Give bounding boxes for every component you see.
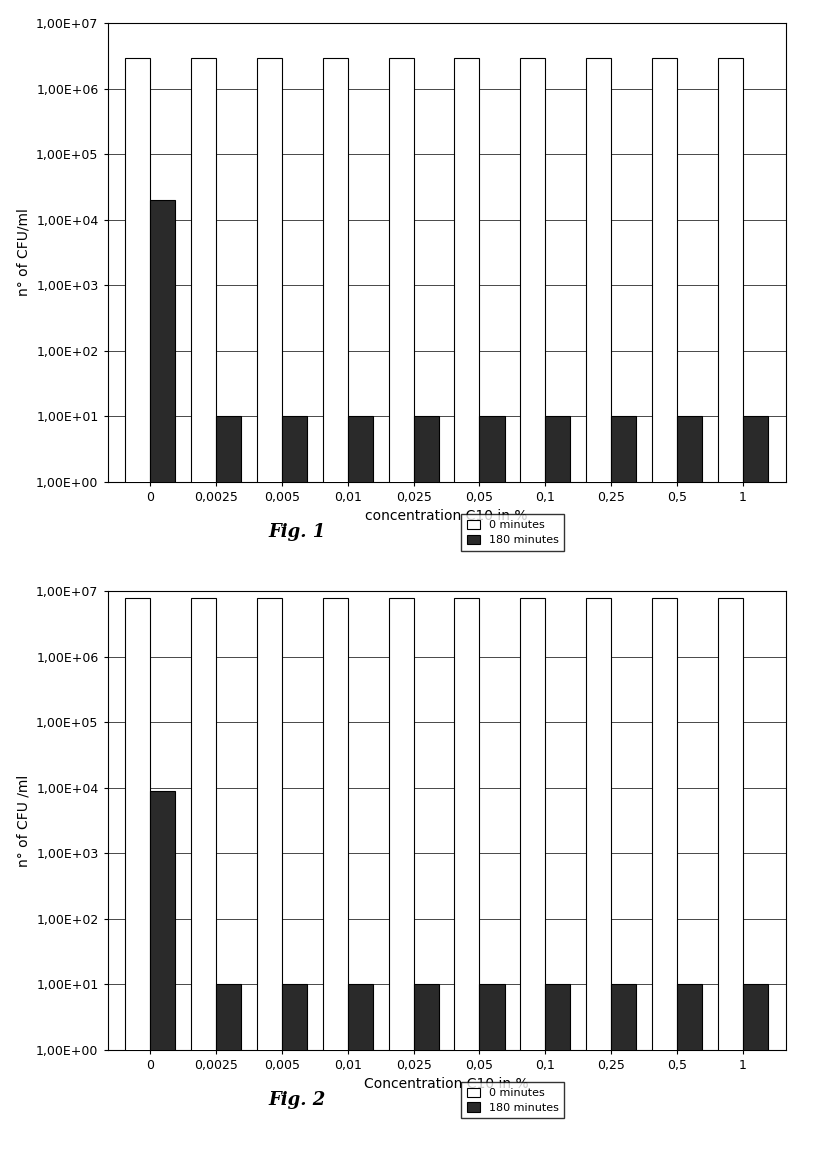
Bar [389,57,414,1169]
Bar [611,416,636,1169]
Bar [282,984,307,1169]
Y-axis label: n° of CFU /ml: n° of CFU /ml [17,774,31,866]
Bar [216,984,241,1169]
Bar [586,597,611,1169]
Bar [611,984,636,1169]
Bar [348,984,373,1169]
Bar [257,597,282,1169]
Bar [652,597,677,1169]
Bar [191,597,216,1169]
Bar [718,57,743,1169]
Bar [151,200,175,1169]
Bar [677,984,702,1169]
Y-axis label: n° of CFU/ml: n° of CFU/ml [17,208,31,297]
Bar [743,984,768,1169]
Bar [520,597,545,1169]
Bar [151,790,175,1169]
Bar [125,597,151,1169]
Bar [545,416,571,1169]
Bar [216,416,241,1169]
Bar [348,416,373,1169]
Bar [282,416,307,1169]
Bar [455,57,480,1169]
X-axis label: concentration C10 in %: concentration C10 in % [366,510,528,524]
Legend: 0 minutes, 180 minutes: 0 minutes, 180 minutes [461,1082,564,1119]
Bar [480,416,504,1169]
Bar [480,984,504,1169]
Bar [257,57,282,1169]
Bar [323,57,348,1169]
Bar [652,57,677,1169]
Text: Fig. 2: Fig. 2 [269,1091,326,1109]
Bar [677,416,702,1169]
Bar [545,984,571,1169]
Bar [586,57,611,1169]
Bar [191,57,216,1169]
Text: Fig. 1: Fig. 1 [269,524,326,541]
Bar [414,416,438,1169]
Bar [718,597,743,1169]
Bar [455,597,480,1169]
Legend: 0 minutes, 180 minutes: 0 minutes, 180 minutes [461,514,564,551]
Bar [520,57,545,1169]
Bar [125,57,151,1169]
Bar [414,984,438,1169]
Bar [389,597,414,1169]
Bar [323,597,348,1169]
Bar [743,416,768,1169]
X-axis label: Concentration C10 in %: Concentration C10 in % [364,1077,529,1091]
